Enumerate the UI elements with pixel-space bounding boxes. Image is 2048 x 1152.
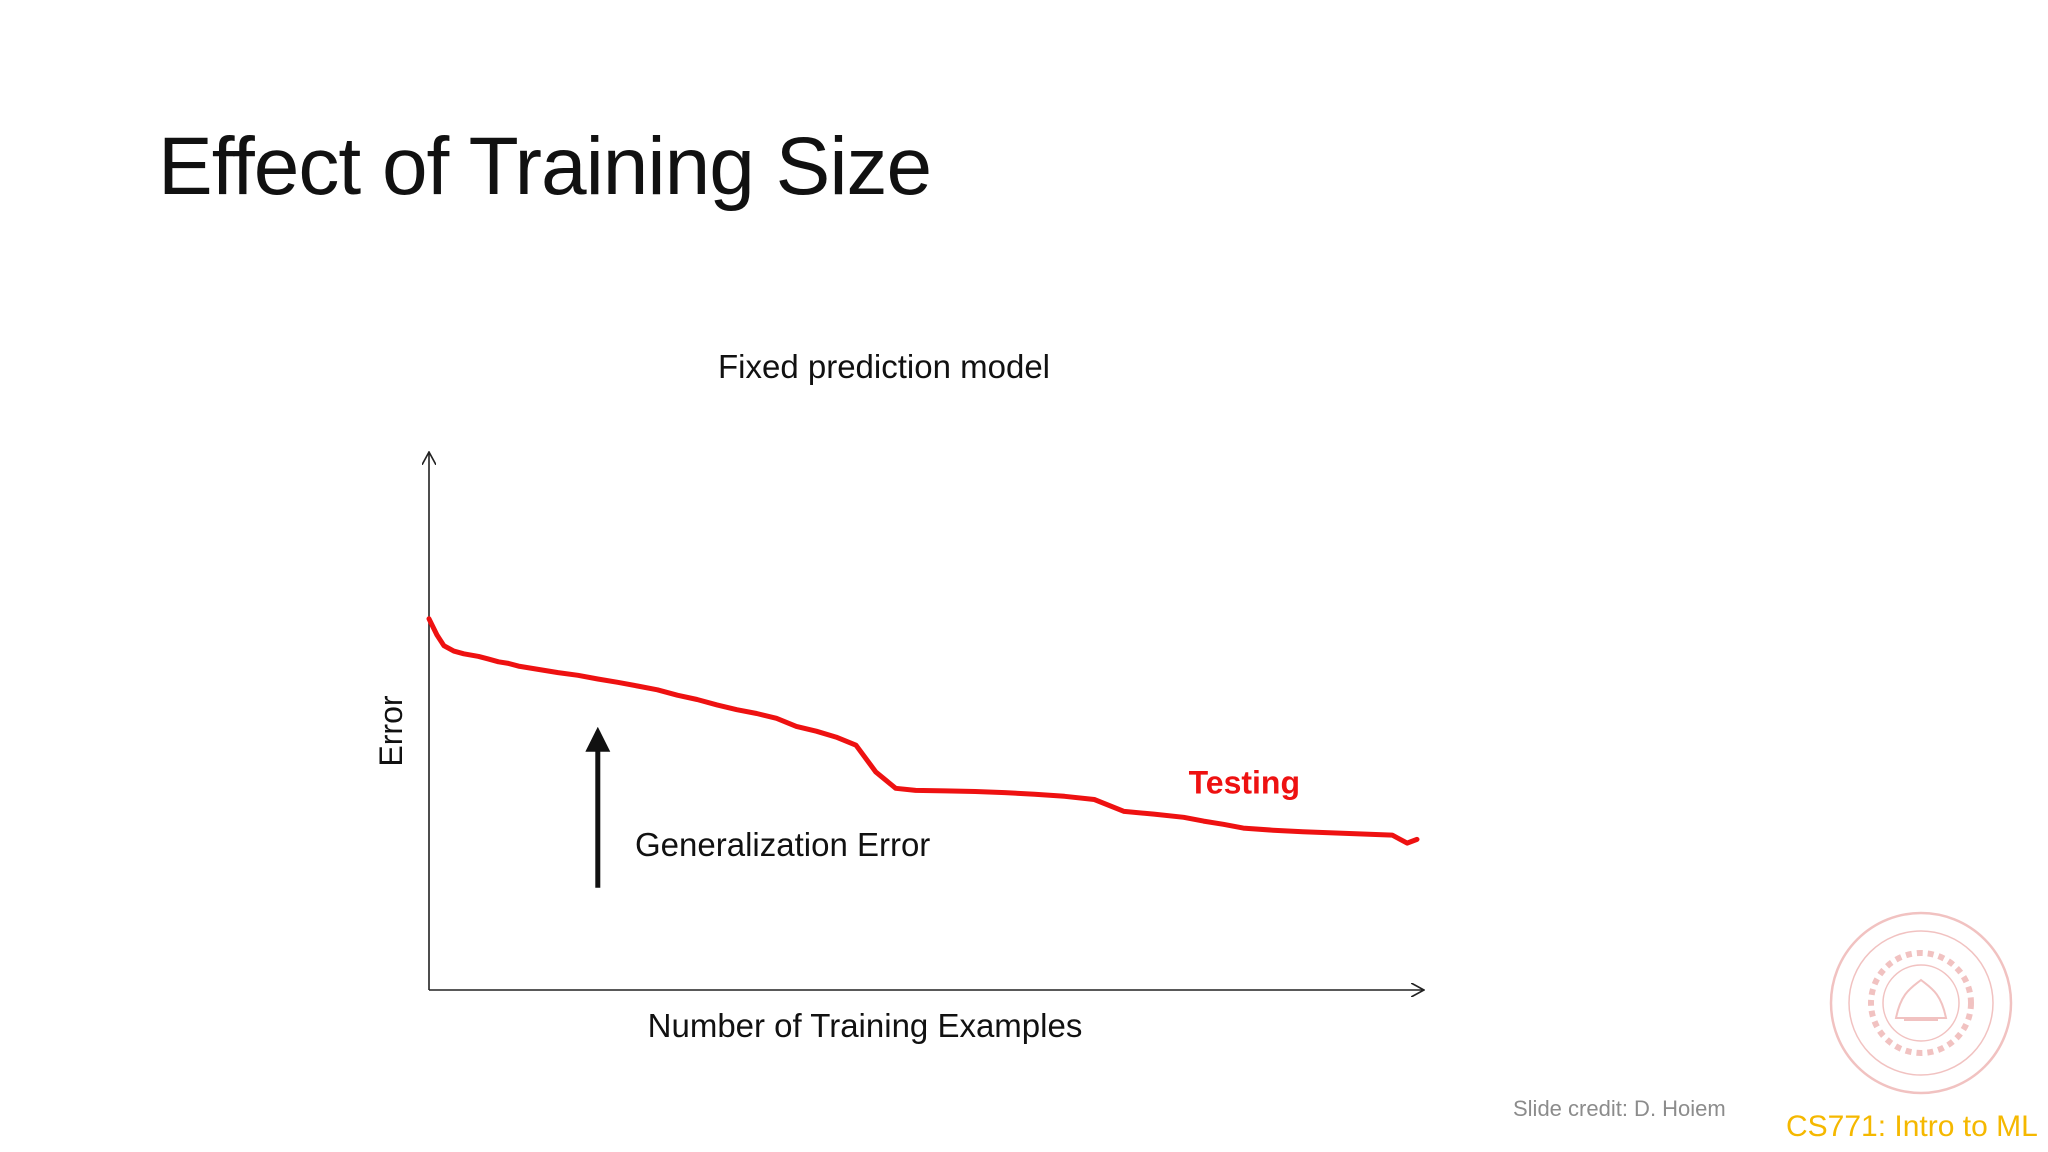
y-axis-label: Error (373, 695, 409, 766)
chart-title: Fixed prediction model (718, 348, 1050, 385)
x-axis-label: Number of Training Examples (648, 1007, 1083, 1044)
generalization-error-label: Generalization Error (635, 826, 930, 863)
course-label: CS771: Intro to ML (1786, 1110, 2038, 1143)
institute-seal-icon (1829, 911, 2013, 1095)
slide-title: Effect of Training Size (158, 121, 932, 212)
series-group: Testing (426, 616, 1420, 846)
series-line-testing (426, 616, 1420, 846)
slide-credit: Slide credit: D. Hoiem (1513, 1096, 1726, 1121)
series-label-testing: Testing (1189, 765, 1300, 801)
